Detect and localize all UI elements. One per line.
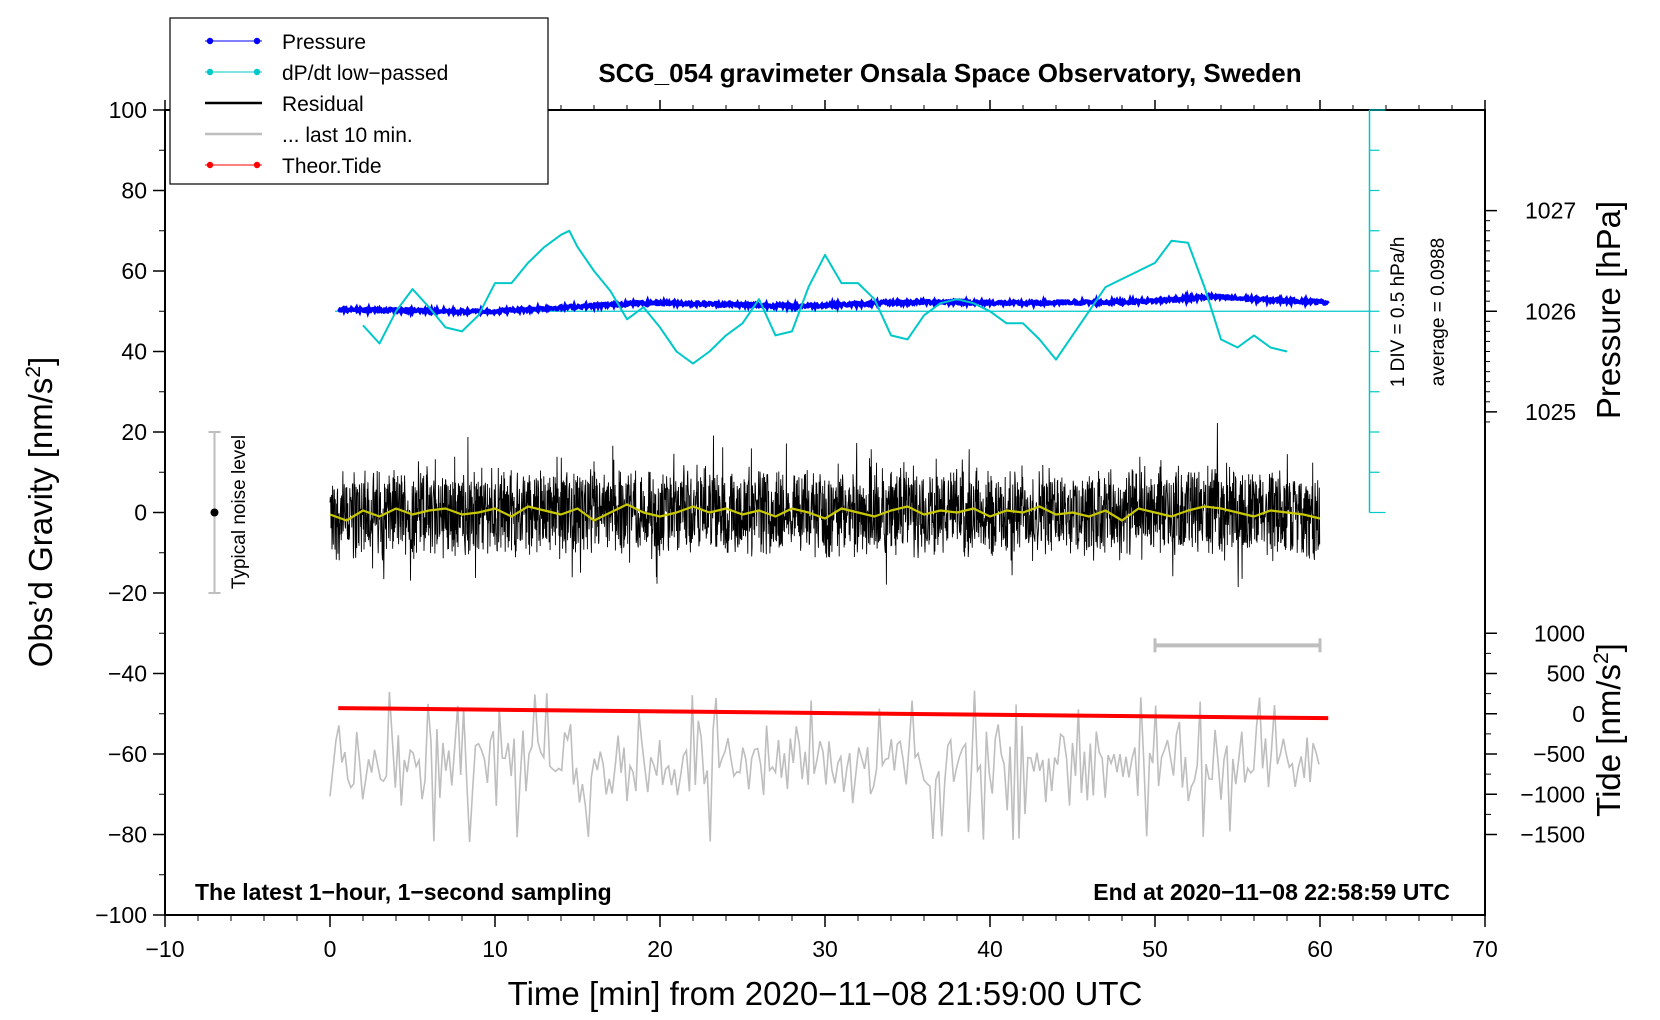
noise-level-label: Typical noise level xyxy=(229,435,250,589)
y-axis-title-pressure: Pressure [hPa] xyxy=(1590,201,1627,419)
x-tick-label: 10 xyxy=(482,936,508,962)
y-axis-ticks: −100 −80 −60 −40 −20 0 20 40 60 80 100 xyxy=(95,97,165,928)
chart-title: SCG_054 gravimeter Onsala Space Observat… xyxy=(598,58,1301,88)
series-theor-tide xyxy=(338,706,1329,721)
legend-label: Residual xyxy=(282,93,364,116)
last10-range-bar xyxy=(1153,638,1322,653)
series-pressure xyxy=(337,289,1330,319)
legend-label: dP/dt low−passed xyxy=(282,62,448,85)
pressure-tick-label: 1027 xyxy=(1525,198,1576,224)
y-tick-label: 0 xyxy=(134,500,147,526)
series-residual-smoothed xyxy=(329,503,1321,522)
legend-marker xyxy=(206,161,214,169)
tide-tick-label: 1000 xyxy=(1534,620,1585,646)
y-tick-label: −60 xyxy=(108,741,147,767)
pressure-tick-label: 1026 xyxy=(1525,298,1576,324)
x-tick-label: 60 xyxy=(1307,936,1333,962)
y-tick-label: −80 xyxy=(108,822,147,848)
tide-tick-label: −1500 xyxy=(1520,822,1585,848)
dpdt-scale-label: 1 DIV = 0.5 hPa/h xyxy=(1388,237,1409,388)
y-axis-title-gravity-sup: 2 xyxy=(22,366,45,378)
legend: Pressure dP/dt low−passed Residual ... last… xyxy=(169,17,549,185)
x-tick-label: 70 xyxy=(1472,936,1498,962)
y-tick-label: 20 xyxy=(121,419,147,445)
pressure-tick-label: 1025 xyxy=(1525,399,1576,425)
x-tick-label: 40 xyxy=(977,936,1003,962)
legend-label: Theor.Tide xyxy=(282,155,382,178)
legend-label: Pressure xyxy=(282,31,366,54)
x-tick-label: 0 xyxy=(324,936,337,962)
x-tick-label: 20 xyxy=(647,936,673,962)
residual-line xyxy=(329,422,1321,588)
legend-marker xyxy=(206,37,214,45)
x-tick-label: 50 xyxy=(1142,936,1168,962)
y-tick-label: −100 xyxy=(95,902,147,928)
legend-box xyxy=(169,17,549,185)
line-series xyxy=(329,229,1330,721)
footer-right: End at 2020−11−08 22:58:59 UTC xyxy=(1093,879,1450,905)
y-axis-title-gravity-text: Obs’d Gravity [nm/s xyxy=(22,378,59,668)
y-axis-title-tide-sup: 2 xyxy=(1590,652,1613,664)
noise-bar-center-dot xyxy=(210,508,219,517)
y-tick-label: 60 xyxy=(121,258,147,284)
y-axis-title-tide-text: Tide [nm/s xyxy=(1590,664,1627,817)
y-tick-label: 80 xyxy=(121,178,147,204)
x-axis-title: Time [min] from 2020−11−08 21:59:00 UTC xyxy=(508,975,1143,1012)
y-axis-title-tide-end: ] xyxy=(1590,643,1627,652)
y-tick-label: 40 xyxy=(121,339,147,365)
y-tick-label: −40 xyxy=(108,661,147,687)
x-axis-ticks: −10 0 10 20 30 40 50 60 70 xyxy=(145,100,1498,962)
pressure-axis-ticks: 1025 1026 1027 xyxy=(1485,198,1576,425)
legend-marker xyxy=(253,161,261,169)
y-tick-label: −20 xyxy=(108,580,147,606)
y-axis-title-gravity: Obs’d Gravity [nm/s2] xyxy=(22,357,59,668)
y-tick-label: 100 xyxy=(109,97,147,123)
last10-line xyxy=(329,690,1320,843)
tide-axis-ticks: −1500 −1000 −500 0 500 1000 xyxy=(1485,620,1585,848)
dpdt-average-label: average = 0.0988 xyxy=(1428,238,1449,386)
legend-marker xyxy=(206,68,214,76)
last10-series xyxy=(329,690,1320,843)
legend-items: Pressure dP/dt low−passed Residual ... last… xyxy=(205,31,448,178)
residual-series xyxy=(329,422,1321,588)
footer-left: The latest 1−hour, 1−second sampling xyxy=(195,879,612,905)
legend-label: ... last 10 min. xyxy=(282,124,413,147)
series-dp-dt-low-passed xyxy=(362,229,1288,365)
legend-marker xyxy=(253,68,261,76)
x-tick-label: −10 xyxy=(145,936,184,962)
legend-marker xyxy=(253,37,261,45)
tide-tick-label: −1000 xyxy=(1520,781,1585,807)
y-axis-title-gravity-end: ] xyxy=(22,357,59,366)
y-axis-title-tide: Tide [nm/s2] xyxy=(1590,643,1627,817)
tide-tick-label: −500 xyxy=(1533,741,1585,767)
tide-tick-label: 500 xyxy=(1547,661,1585,687)
x-tick-label: 30 xyxy=(812,936,838,962)
noise-level-bar xyxy=(208,431,221,594)
tide-tick-label: 0 xyxy=(1572,701,1585,727)
